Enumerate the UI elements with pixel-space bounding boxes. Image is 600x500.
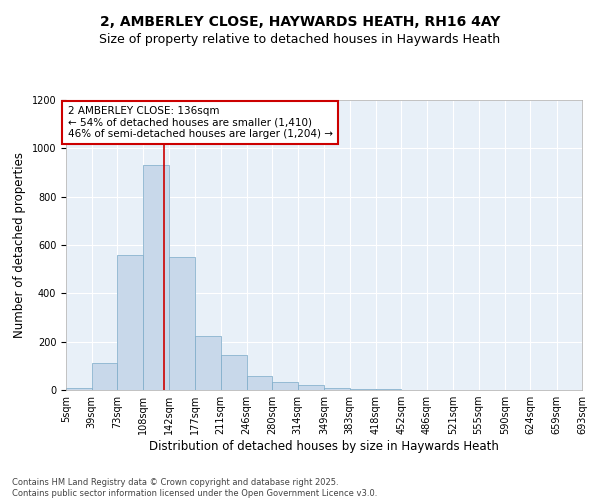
Text: Contains HM Land Registry data © Crown copyright and database right 2025.
Contai: Contains HM Land Registry data © Crown c… bbox=[12, 478, 377, 498]
Bar bbox=[272, 382, 298, 390]
Bar bbox=[66, 388, 91, 390]
Bar bbox=[298, 385, 324, 390]
Bar bbox=[143, 165, 169, 390]
Bar bbox=[91, 364, 117, 390]
Text: 2 AMBERLEY CLOSE: 136sqm
← 54% of detached houses are smaller (1,410)
46% of sem: 2 AMBERLEY CLOSE: 136sqm ← 54% of detach… bbox=[67, 106, 332, 139]
Bar bbox=[324, 388, 349, 390]
Bar bbox=[169, 257, 195, 390]
X-axis label: Distribution of detached houses by size in Haywards Heath: Distribution of detached houses by size … bbox=[149, 440, 499, 453]
Y-axis label: Number of detached properties: Number of detached properties bbox=[13, 152, 26, 338]
Bar bbox=[117, 254, 143, 390]
Bar bbox=[195, 336, 221, 390]
Bar bbox=[247, 376, 272, 390]
Text: Size of property relative to detached houses in Haywards Heath: Size of property relative to detached ho… bbox=[100, 32, 500, 46]
Bar bbox=[349, 389, 376, 390]
Text: 2, AMBERLEY CLOSE, HAYWARDS HEATH, RH16 4AY: 2, AMBERLEY CLOSE, HAYWARDS HEATH, RH16 … bbox=[100, 15, 500, 29]
Bar bbox=[221, 355, 247, 390]
